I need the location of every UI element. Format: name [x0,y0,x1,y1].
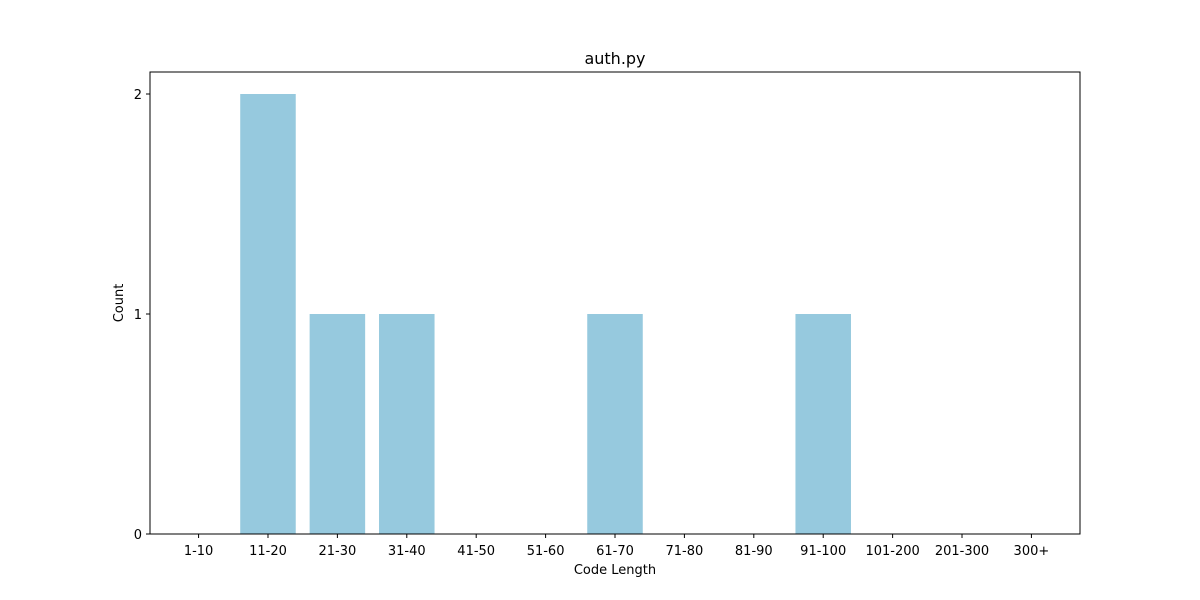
bar-21-30 [309,314,366,534]
bars-group [240,94,851,534]
bar-61-70 [587,314,643,534]
x-tick-label: 81-90 [735,544,773,559]
x-tick-label: 11-20 [249,544,287,559]
y-tick-label: 0 [134,528,142,543]
x-tick-label: 1-10 [184,544,214,559]
x-tick-label: 51-60 [527,544,565,559]
x-axis-ticks: 1-10 11-20 21-30 31-40 41-50 51-60 61-70 71-80 8… [184,534,1049,559]
x-tick-label: 41-50 [457,544,495,559]
x-axis-label: Code Length [574,563,656,578]
y-tick-label: 2 [134,88,142,103]
bar-31-40 [379,314,435,534]
y-tick-label: 1 [134,308,142,323]
x-tick-label: 91-100 [800,544,846,559]
x-tick-label: 300+ [1014,544,1050,559]
x-tick-label: 61-70 [596,544,634,559]
y-axis-label: Count [112,284,127,323]
x-tick-label: 201-300 [935,544,989,559]
bar-91-100 [795,314,851,534]
bar-11-20 [240,94,296,534]
y-axis-ticks: 0 1 2 [134,88,150,543]
chart-title: auth.py [584,49,645,68]
x-tick-label: 101-200 [865,544,919,559]
x-tick-label: 71-80 [666,544,704,559]
x-tick-label: 31-40 [388,544,426,559]
x-tick-label: 21-30 [318,544,356,559]
